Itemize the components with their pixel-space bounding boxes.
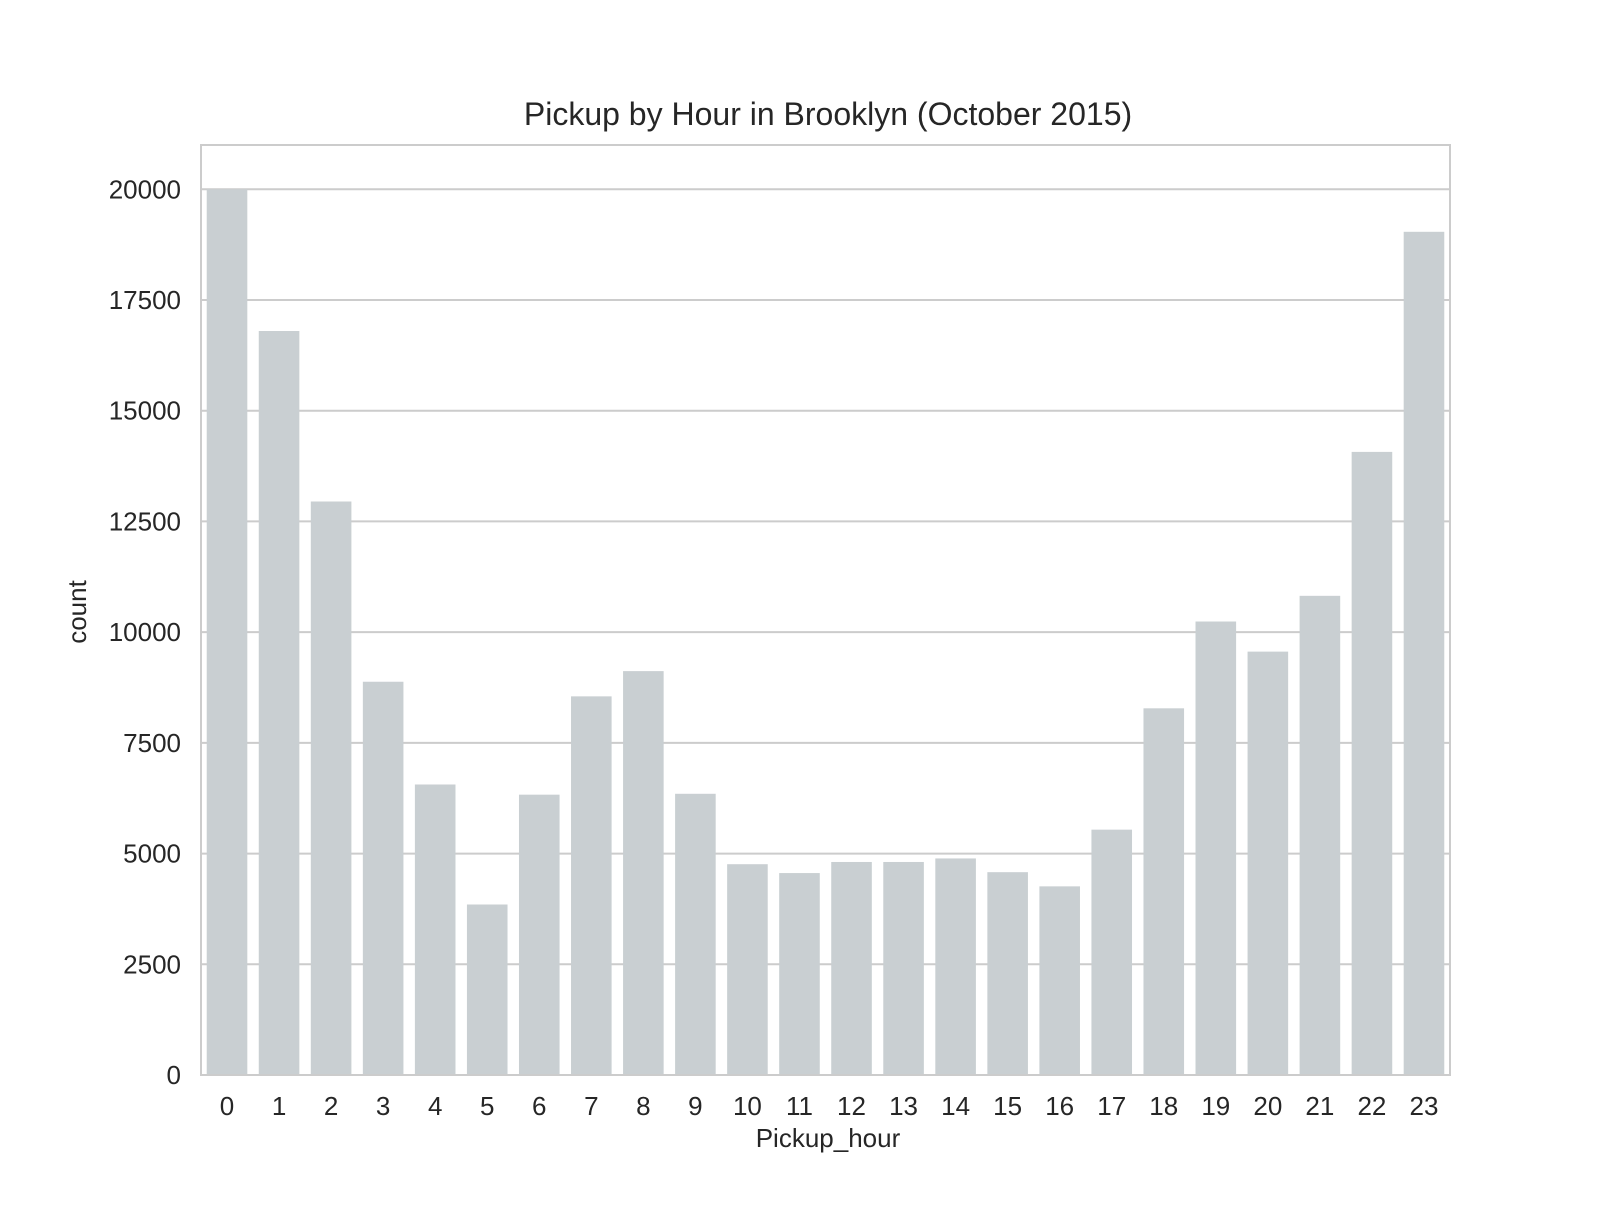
x-tick-label: 10: [733, 1091, 762, 1121]
x-tick-label: 19: [1201, 1091, 1230, 1121]
bar-hour-17: [1091, 829, 1133, 1075]
y-tick-label: 20000: [109, 174, 181, 204]
y-tick-label: 2500: [123, 949, 181, 979]
bar-hour-3: [362, 681, 404, 1075]
x-axis-label: Pickup_hour: [756, 1123, 901, 1153]
y-tick-label: 5000: [123, 839, 181, 869]
bar-hour-18: [1143, 708, 1185, 1075]
bar-hour-10: [727, 864, 768, 1075]
bar-hour-23: [1403, 231, 1445, 1076]
bar-hour-2: [310, 501, 352, 1075]
y-tick-label: 12500: [109, 506, 181, 536]
x-tick-label: 4: [428, 1091, 442, 1121]
bar-hour-4: [414, 784, 456, 1075]
x-tick-label: 15: [993, 1091, 1022, 1121]
y-axis-label: count: [62, 579, 92, 643]
bar-hour-14: [935, 858, 976, 1075]
x-tick-label: 1: [272, 1091, 286, 1121]
bar-hour-16: [1039, 886, 1080, 1075]
x-tick-label: 9: [688, 1091, 702, 1121]
x-tick-label: 2: [324, 1091, 338, 1121]
plot-border: [200, 144, 1451, 1076]
bar-hour-22: [1351, 451, 1393, 1075]
x-tick-label: 22: [1357, 1091, 1386, 1121]
y-tick-label: 10000: [109, 617, 181, 647]
bar-hour-1: [258, 331, 300, 1075]
x-tick-label: 17: [1097, 1091, 1126, 1121]
x-tick-label: 12: [837, 1091, 866, 1121]
x-tick-label: 20: [1253, 1091, 1282, 1121]
bar-hour-7: [571, 696, 612, 1075]
x-axis-ticks: 0 1 2 3 4 5 6 7 8 9 10 11 12 13 14 15 16 17 18 19 20 21 22 23: [220, 1091, 1439, 1121]
x-tick-label: 5: [480, 1091, 494, 1121]
x-tick-label: 14: [941, 1091, 970, 1121]
x-tick-label: 21: [1305, 1091, 1334, 1121]
y-tick-label: 7500: [123, 728, 181, 758]
y-tick-label: 0: [167, 1060, 181, 1090]
bar-hour-13: [883, 861, 924, 1075]
bar-hour-11: [779, 873, 820, 1075]
x-tick-label: 13: [889, 1091, 918, 1121]
x-tick-label: 11: [786, 1091, 813, 1121]
x-tick-label: 7: [584, 1091, 598, 1121]
x-tick-label: 18: [1149, 1091, 1178, 1121]
bar-hour-12: [831, 861, 872, 1075]
x-tick-label: 16: [1045, 1091, 1074, 1121]
y-axis-ticks: 0 2500 5000 7500 10000 12500 15000 17500 20000: [109, 174, 181, 1090]
x-tick-label: 6: [532, 1091, 546, 1121]
y-tick-label: 17500: [109, 285, 181, 315]
x-tick-label: 3: [376, 1091, 390, 1121]
x-tick-label: 23: [1410, 1091, 1439, 1121]
x-tick-label: 8: [636, 1091, 650, 1121]
chart-title: Pickup by Hour in Brooklyn (October 2015…: [524, 96, 1132, 132]
bar-hour-5: [466, 904, 508, 1075]
bar-hour-8: [623, 671, 664, 1075]
y-tick-label: 15000: [109, 396, 181, 426]
plot-frame: [200, 144, 1451, 1076]
bar-hour-20: [1247, 651, 1289, 1075]
bar-hour-21: [1299, 595, 1341, 1075]
bar-hour-15: [987, 872, 1028, 1075]
bar-hour-6: [518, 794, 560, 1075]
x-tick-label: 0: [220, 1091, 234, 1121]
bars: [206, 189, 1445, 1076]
bar-hour-0: [206, 189, 248, 1076]
bar-hour-19: [1195, 621, 1237, 1075]
bar-hour-9: [675, 793, 716, 1075]
